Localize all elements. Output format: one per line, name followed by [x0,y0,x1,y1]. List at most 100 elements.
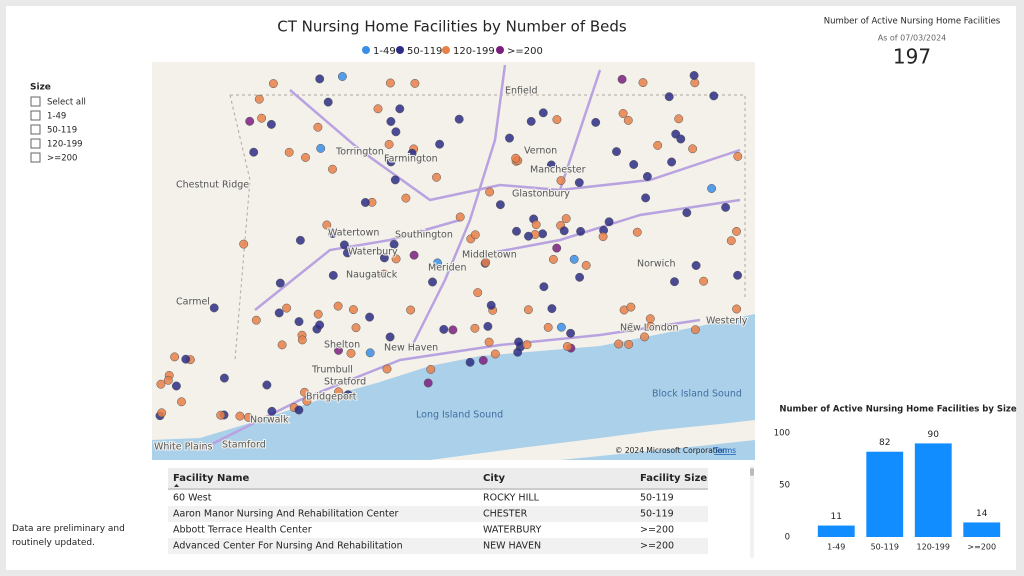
map-dot[interactable] [618,109,628,118]
map-dot[interactable] [401,193,411,203]
map-dot[interactable] [410,78,420,88]
map-dot[interactable] [409,250,419,260]
map-dot[interactable] [302,396,312,406]
map-dot[interactable] [531,220,541,230]
map-dot[interactable] [626,302,636,312]
map-dot[interactable] [575,272,585,282]
column-header[interactable]: Facility Size [640,473,707,484]
map-dot[interactable] [243,412,253,422]
map-dot[interactable] [470,323,480,333]
map-dot[interactable] [170,352,180,362]
map-dot[interactable] [623,115,633,125]
map-dot[interactable] [239,239,249,249]
map-dot[interactable] [342,248,352,258]
map-dot[interactable] [439,324,449,334]
map-dot[interactable] [581,260,591,270]
map-dot[interactable] [316,143,326,153]
bar[interactable] [817,525,855,537]
map-dot[interactable] [328,229,338,238]
bar[interactable] [866,451,904,537]
map-dot[interactable] [732,304,742,314]
map-dot[interactable] [346,348,356,358]
map-dot[interactable] [733,151,743,161]
map-dot[interactable] [426,364,436,374]
map-dot[interactable] [552,243,562,253]
map-dot[interactable] [315,320,325,330]
map-dot[interactable] [334,345,343,355]
map-dot[interactable] [640,332,649,342]
map-dot[interactable] [339,240,349,250]
map-dot[interactable] [235,411,245,421]
map-dot[interactable] [386,117,396,126]
map-dot[interactable] [448,325,458,335]
map-dot[interactable] [483,321,493,331]
map-dot[interactable] [254,94,264,104]
map-dot[interactable] [664,92,674,102]
map-dot[interactable] [251,315,261,325]
map-dot[interactable] [465,357,475,367]
map-dot[interactable] [435,139,445,149]
map-dot[interactable] [455,212,465,222]
map-dot[interactable] [688,144,698,154]
map-dot[interactable] [428,277,437,287]
map-dot[interactable] [539,282,549,292]
map-dot[interactable] [379,269,389,279]
map-dot[interactable] [726,236,736,246]
map-dot[interactable] [709,91,719,101]
map-dot[interactable] [559,226,569,236]
map-dot[interactable] [526,116,536,126]
map-dot[interactable] [543,322,553,332]
map-dot[interactable] [249,147,259,157]
map-dot[interactable] [485,187,495,197]
map-dot[interactable] [478,355,488,365]
map-dot[interactable] [300,387,309,397]
map-dot[interactable] [391,127,401,137]
map-dot[interactable] [294,405,304,415]
map-dot[interactable] [674,114,684,124]
map-dot[interactable] [562,342,572,351]
map-dot[interactable] [624,339,634,349]
map-dot[interactable] [373,104,383,114]
map-dot[interactable] [495,200,505,210]
map-dot[interactable] [268,79,278,89]
map-dot[interactable] [216,410,226,420]
map-dot[interactable] [522,340,532,350]
map-dot[interactable] [670,277,679,287]
map-dot[interactable] [629,160,639,169]
map-dot[interactable] [389,239,399,249]
checkbox[interactable] [30,124,41,135]
map-dot[interactable] [484,337,494,347]
map-dot[interactable] [574,178,584,188]
map-dot[interactable] [365,348,375,358]
map-dot[interactable] [177,397,186,407]
map-dot[interactable] [689,71,699,80]
map-dot[interactable] [315,74,325,84]
map-dot[interactable] [266,119,276,129]
checkbox[interactable] [30,96,41,107]
map-dot[interactable] [385,78,395,88]
map-dot[interactable] [566,328,576,338]
map-dot[interactable] [275,278,285,288]
scroll-thumb[interactable] [750,468,754,476]
terms-link[interactable]: Terms [713,446,736,455]
map-dot[interactable] [632,227,642,237]
map-dot[interactable] [209,303,219,313]
map-dot[interactable] [514,337,524,347]
map-dot[interactable] [284,147,294,157]
map-dot[interactable] [295,235,305,245]
map-dot[interactable] [277,340,287,350]
bar[interactable] [914,443,952,537]
map-dot[interactable] [486,300,496,310]
map-dot[interactable] [379,253,389,263]
map-dot[interactable] [548,254,558,264]
map-dot[interactable] [360,198,370,207]
map-dot[interactable] [333,301,343,311]
map-dot[interactable] [328,270,338,280]
map-dot[interactable] [454,114,464,124]
map-dot[interactable] [337,72,347,81]
bar[interactable] [963,522,1001,537]
map-dot[interactable] [523,305,533,315]
map-dot[interactable] [274,308,284,318]
checkbox[interactable] [30,138,41,149]
map-dot[interactable] [538,108,548,118]
